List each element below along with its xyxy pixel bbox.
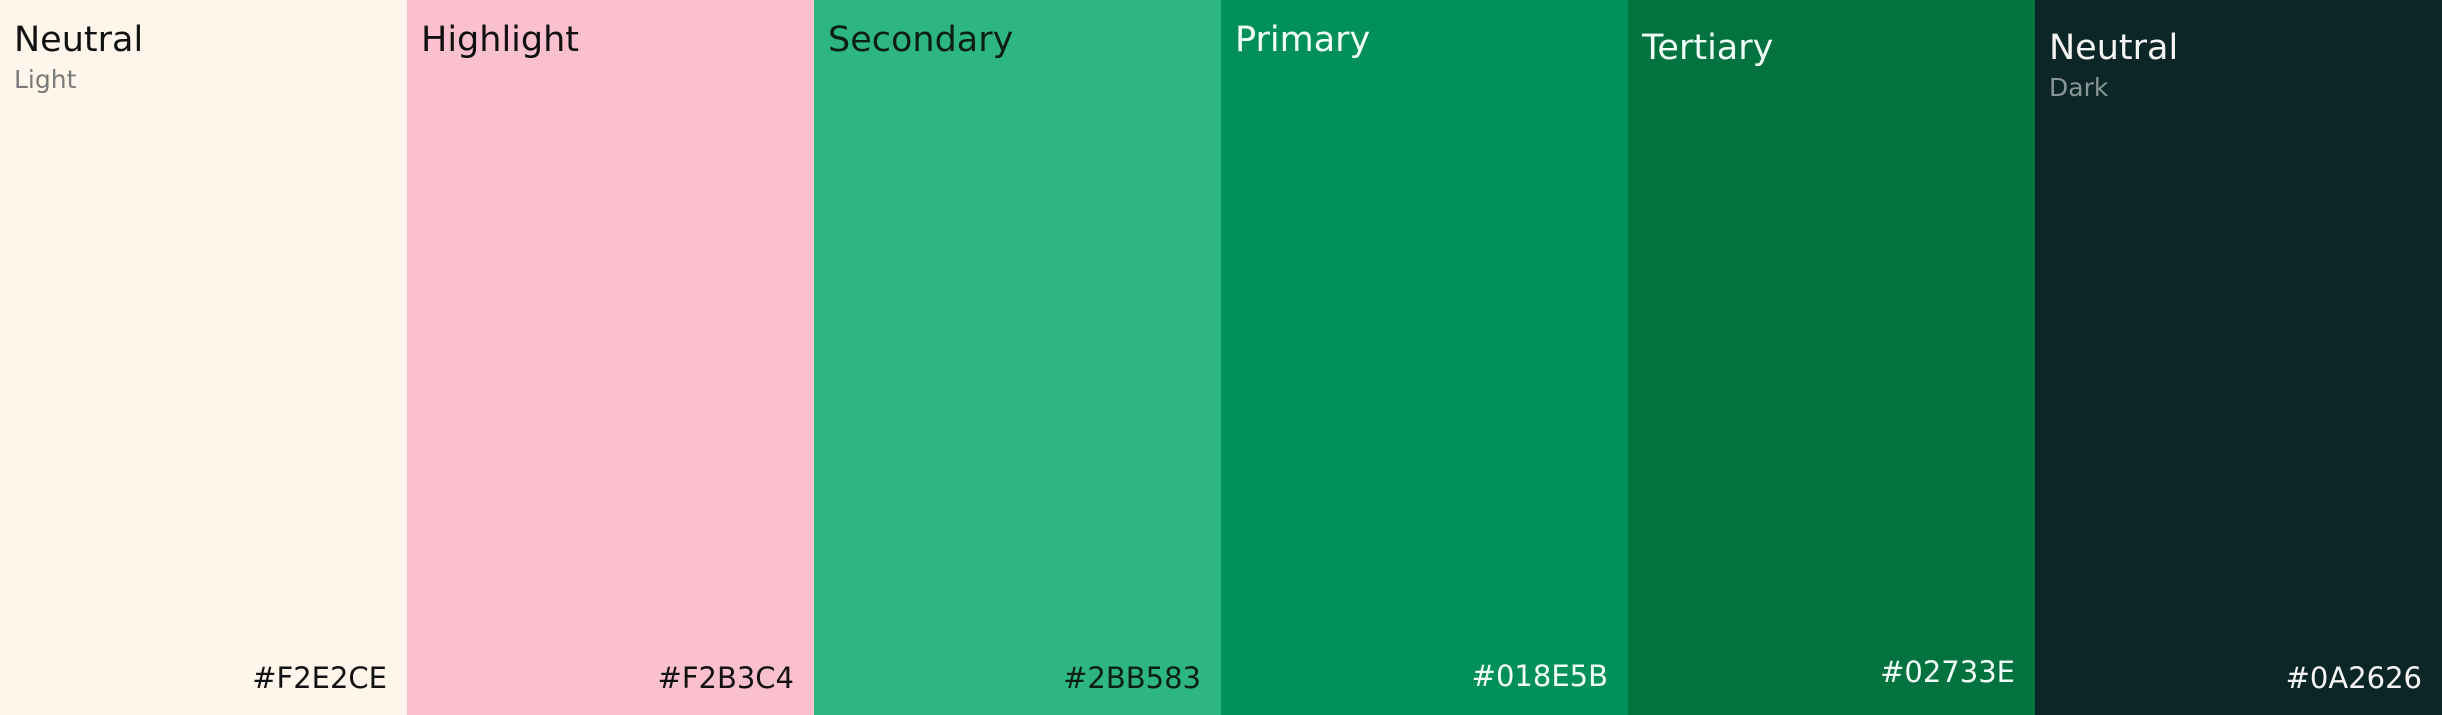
swatch-subtitle: Light xyxy=(14,65,77,94)
swatch-highlight: Highlight #F2B3C4 xyxy=(407,0,814,715)
swatch-primary: Primary #018E5B xyxy=(1221,0,1628,715)
swatch-hex-code: #02733E xyxy=(1880,655,2015,690)
swatch-subtitle: Dark xyxy=(2049,73,2109,102)
swatch-hex-code: #0A2626 xyxy=(2285,661,2422,696)
swatch-hex-code: #018E5B xyxy=(1471,659,1608,694)
swatch-name: Neutral xyxy=(14,20,144,60)
swatch-hex-code: #F2E2CE xyxy=(252,661,387,696)
swatch-name: Highlight xyxy=(421,20,580,60)
swatch-secondary: Secondary #2BB583 xyxy=(814,0,1221,715)
swatch-name: Tertiary xyxy=(1642,28,1774,68)
swatch-name: Secondary xyxy=(828,20,1014,60)
swatch-hex-code: #F2B3C4 xyxy=(657,661,794,696)
swatch-name: Primary xyxy=(1235,20,1371,60)
swatch-tertiary: Tertiary #02733E xyxy=(1628,0,2035,715)
swatch-neutral-light: Neutral Light #F2E2CE xyxy=(0,0,407,715)
swatch-hex-code: #2BB583 xyxy=(1063,661,1201,696)
swatch-neutral-dark: Neutral Dark #0A2626 xyxy=(2035,0,2442,715)
swatch-name: Neutral xyxy=(2049,28,2179,68)
